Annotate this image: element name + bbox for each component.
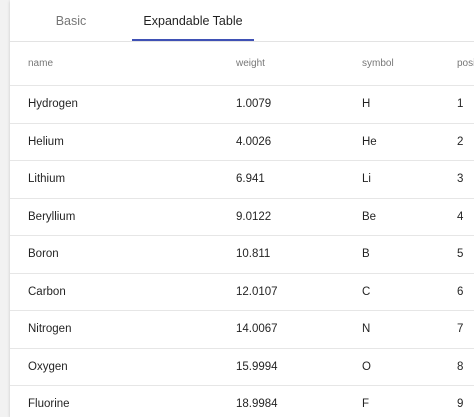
table-card: Basic Expandable Table name weight symbo…: [10, 0, 474, 417]
cell-symbol: Li: [362, 160, 457, 199]
cell-name: Lithium: [10, 160, 236, 199]
cell-weight: 9.0122: [236, 198, 362, 236]
table-row[interactable]: Carbon 12.0107 C 6: [10, 273, 474, 311]
column-header-weight[interactable]: weight: [236, 42, 362, 86]
active-tab-indicator: [132, 39, 254, 41]
cell-position: 1: [457, 85, 474, 124]
tab-expandable-table[interactable]: Expandable Table: [143, 14, 243, 28]
cell-position: 3: [457, 160, 474, 199]
cell-symbol: B: [362, 235, 457, 274]
cell-weight: 14.0067: [236, 310, 362, 349]
cell-symbol: F: [362, 385, 457, 417]
column-header-position[interactable]: position: [457, 42, 474, 86]
cell-name: Fluorine: [10, 385, 236, 417]
cell-position: 9: [457, 385, 474, 417]
cell-weight: 18.9984: [236, 385, 362, 417]
tab-bar: Basic Expandable Table: [10, 0, 474, 42]
cell-symbol: N: [362, 310, 457, 349]
cell-weight: 4.0026: [236, 123, 362, 161]
elements-table: name weight symbol position Hydrogen 1.0…: [10, 42, 474, 417]
cell-name: Carbon: [10, 273, 236, 311]
table-row[interactable]: Lithium 6.941 Li 3: [10, 160, 474, 199]
cell-name: Boron: [10, 235, 236, 274]
column-header-symbol[interactable]: symbol: [362, 42, 457, 86]
cell-weight: 1.0079: [236, 85, 362, 124]
cell-name: Hydrogen: [10, 85, 236, 124]
cell-symbol: He: [362, 123, 457, 161]
cell-weight: 10.811: [236, 235, 362, 274]
cell-symbol: O: [362, 348, 457, 386]
cell-weight: 12.0107: [236, 273, 362, 311]
cell-name: Helium: [10, 123, 236, 161]
table-row[interactable]: Beryllium 9.0122 Be 4: [10, 198, 474, 236]
cell-name: Oxygen: [10, 348, 236, 386]
table-row[interactable]: Oxygen 15.9994 O 8: [10, 348, 474, 386]
tab-basic[interactable]: Basic: [55, 14, 87, 28]
table-row[interactable]: Hydrogen 1.0079 H 1: [10, 85, 474, 124]
cell-weight: 15.9994: [236, 348, 362, 386]
column-header-name[interactable]: name: [10, 42, 236, 86]
cell-position: 8: [457, 348, 474, 386]
cell-symbol: Be: [362, 198, 457, 236]
table-row[interactable]: Helium 4.0026 He 2: [10, 123, 474, 161]
cell-position: 4: [457, 198, 474, 236]
cell-symbol: C: [362, 273, 457, 311]
cell-name: Beryllium: [10, 198, 236, 236]
table-row[interactable]: Boron 10.811 B 5: [10, 235, 474, 274]
cell-position: 5: [457, 235, 474, 274]
cell-name: Nitrogen: [10, 310, 236, 349]
cell-position: 2: [457, 123, 474, 161]
cell-position: 6: [457, 273, 474, 311]
cell-weight: 6.941: [236, 160, 362, 199]
cell-position: 7: [457, 310, 474, 349]
header-row: name weight symbol position: [10, 42, 474, 86]
table-row[interactable]: Fluorine 18.9984 F 9: [10, 385, 474, 417]
table-row[interactable]: Nitrogen 14.0067 N 7: [10, 310, 474, 349]
cell-symbol: H: [362, 85, 457, 124]
